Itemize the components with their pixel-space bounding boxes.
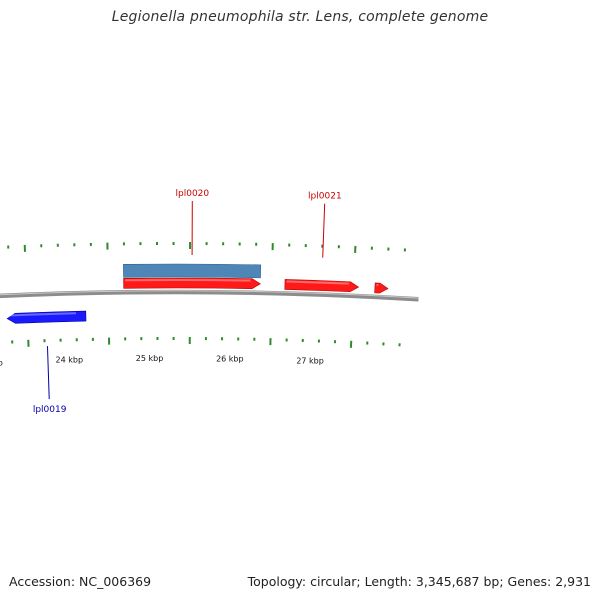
gene-arrow-lpl0019 [6,310,87,324]
tick-marks [7,242,406,348]
gene-track [6,277,389,324]
accession-text: Accession: NC_006369 [9,574,152,589]
gene-label-lpl0021: lpl0021 [308,192,342,202]
scale-label: 26 kbp [216,354,244,363]
gene-label-leader [322,203,326,258]
scale-label: 25 kbp [136,354,164,363]
backbone [0,289,419,302]
feature-bar-steelblue [123,263,262,279]
backbone-ring [0,289,419,302]
gene-arrow-lpl0020 [123,277,261,290]
gene-sheen [286,280,349,285]
gene-labels: lpl0016lpl0017lpl0018lpl0020lpl0021lpl00… [33,189,342,415]
gene-sheen [8,312,77,317]
scale-label: 23 kbp [0,358,3,367]
map-title: Legionella pneumophila str. Lens, comple… [111,9,489,25]
scale-label: 24 kbp [56,355,84,364]
gene-label-lpl0019: lpl0019 [33,405,67,415]
scale-label: 27 kbp [296,356,324,365]
backbone-highlight [0,290,419,299]
feature-track [123,263,262,279]
gene-label-leader [46,346,50,400]
gene-sheen [125,279,251,282]
gene-arrow-lpl0021 [284,279,360,293]
gene-label-lpl0020: lpl0020 [176,189,210,199]
topology-summary: Topology: circular; Length: 3,345,687 bp… [247,574,591,589]
gene-arrow-unnamed [374,282,389,294]
